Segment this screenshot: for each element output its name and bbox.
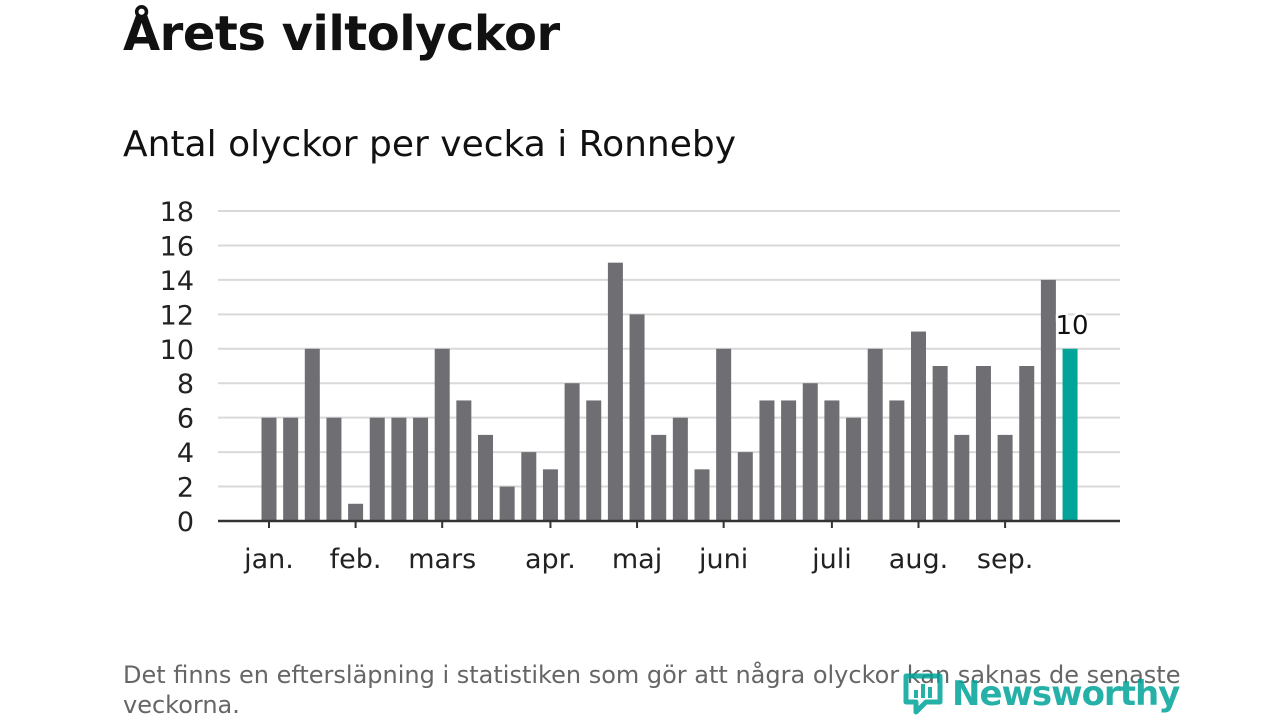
- bar: [586, 400, 602, 521]
- bar: [499, 486, 515, 521]
- bar: [824, 400, 840, 521]
- bar: [716, 348, 732, 521]
- y-tick-label: 12: [160, 300, 194, 331]
- bar: [542, 469, 558, 521]
- bar: [932, 366, 948, 521]
- brand-logo: Newsworthy: [902, 672, 1180, 716]
- bar: [975, 366, 991, 521]
- bar: [369, 417, 385, 521]
- y-tick-label: 4: [177, 438, 194, 469]
- y-tick-label: 0: [177, 507, 194, 538]
- bar: [846, 417, 862, 521]
- y-tick-label: 6: [177, 404, 194, 435]
- bar: [781, 400, 797, 521]
- bar: [564, 383, 580, 521]
- newsworthy-logo-icon: [903, 673, 943, 715]
- y-tick-label: 10: [160, 335, 194, 366]
- bar: [694, 469, 710, 521]
- y-tick-label: 16: [160, 231, 194, 262]
- bar: [413, 417, 429, 521]
- bar: [759, 400, 775, 521]
- bar: [1040, 279, 1056, 521]
- brand-name: Newsworthy: [952, 674, 1180, 714]
- x-tick-label: maj: [612, 544, 662, 575]
- bar: [629, 314, 645, 521]
- y-tick-label: 2: [177, 473, 194, 504]
- bar: [867, 348, 883, 521]
- bar: [672, 417, 688, 521]
- chart-subtitle: Antal olyckor per vecka i Ronneby: [123, 124, 737, 165]
- bar: [348, 503, 364, 521]
- y-tick-label: 18: [160, 197, 194, 228]
- x-tick-label: juni: [698, 544, 748, 575]
- chart-title: Årets viltolyckor: [123, 6, 560, 62]
- x-tick-label: mars: [408, 544, 476, 575]
- bar-highlighted: [1062, 348, 1078, 521]
- highlight-value-label: 10: [1056, 311, 1089, 341]
- bar: [911, 331, 926, 521]
- bar: [391, 417, 407, 521]
- x-tick-label: sep.: [977, 544, 1033, 575]
- bar: [889, 400, 905, 521]
- footnote: Det finns en eftersläpning i statistiken…: [123, 661, 1181, 719]
- bar: [607, 262, 623, 521]
- bar: [954, 434, 970, 521]
- y-tick-label: 14: [160, 266, 194, 297]
- bar: [261, 417, 277, 521]
- x-tick-label: juli: [811, 544, 852, 575]
- bar: [304, 348, 320, 521]
- bar: [1019, 366, 1035, 521]
- bar: [521, 452, 537, 521]
- x-tick-label: jan.: [243, 544, 294, 575]
- bar: [478, 434, 493, 521]
- bar: [326, 417, 342, 521]
- bar: [802, 383, 818, 521]
- bar: [283, 417, 299, 521]
- y-tick-label: 8: [177, 369, 194, 400]
- bar: [456, 400, 472, 521]
- x-tick-label: apr.: [525, 544, 576, 575]
- bar: [737, 452, 753, 521]
- bar: [651, 434, 667, 521]
- x-tick-label: feb.: [330, 544, 382, 575]
- x-tick-label: aug.: [889, 544, 948, 575]
- bar: [434, 348, 450, 521]
- bar: [997, 434, 1013, 521]
